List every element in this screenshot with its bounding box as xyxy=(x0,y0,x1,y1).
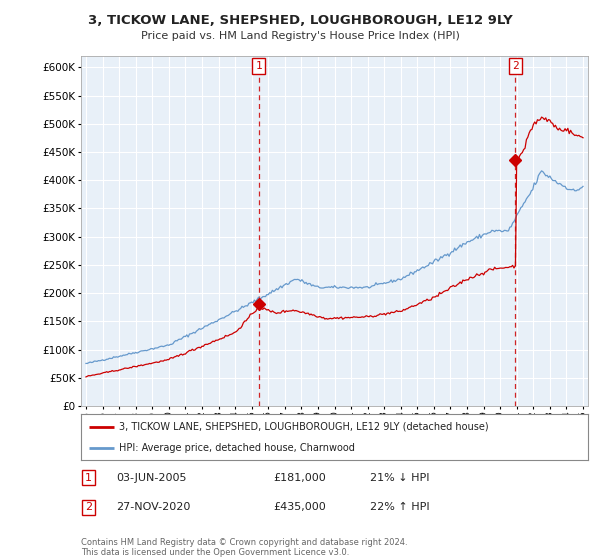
Text: 03-JUN-2005: 03-JUN-2005 xyxy=(116,473,187,483)
Text: Price paid vs. HM Land Registry's House Price Index (HPI): Price paid vs. HM Land Registry's House … xyxy=(140,31,460,41)
Text: £435,000: £435,000 xyxy=(274,502,326,512)
Text: 27-NOV-2020: 27-NOV-2020 xyxy=(116,502,191,512)
Text: 1: 1 xyxy=(85,473,92,483)
Text: 2: 2 xyxy=(512,61,519,71)
Text: 22% ↑ HPI: 22% ↑ HPI xyxy=(370,502,430,512)
Text: £181,000: £181,000 xyxy=(274,473,326,483)
Text: Contains HM Land Registry data © Crown copyright and database right 2024.
This d: Contains HM Land Registry data © Crown c… xyxy=(81,538,407,557)
Text: 3, TICKOW LANE, SHEPSHED, LOUGHBOROUGH, LE12 9LY: 3, TICKOW LANE, SHEPSHED, LOUGHBOROUGH, … xyxy=(88,14,512,27)
Text: HPI: Average price, detached house, Charnwood: HPI: Average price, detached house, Char… xyxy=(119,443,355,453)
Text: 21% ↓ HPI: 21% ↓ HPI xyxy=(370,473,430,483)
Text: 3, TICKOW LANE, SHEPSHED, LOUGHBOROUGH, LE12 9LY (detached house): 3, TICKOW LANE, SHEPSHED, LOUGHBOROUGH, … xyxy=(119,422,488,432)
Text: 1: 1 xyxy=(255,61,262,71)
Text: 2: 2 xyxy=(85,502,92,512)
